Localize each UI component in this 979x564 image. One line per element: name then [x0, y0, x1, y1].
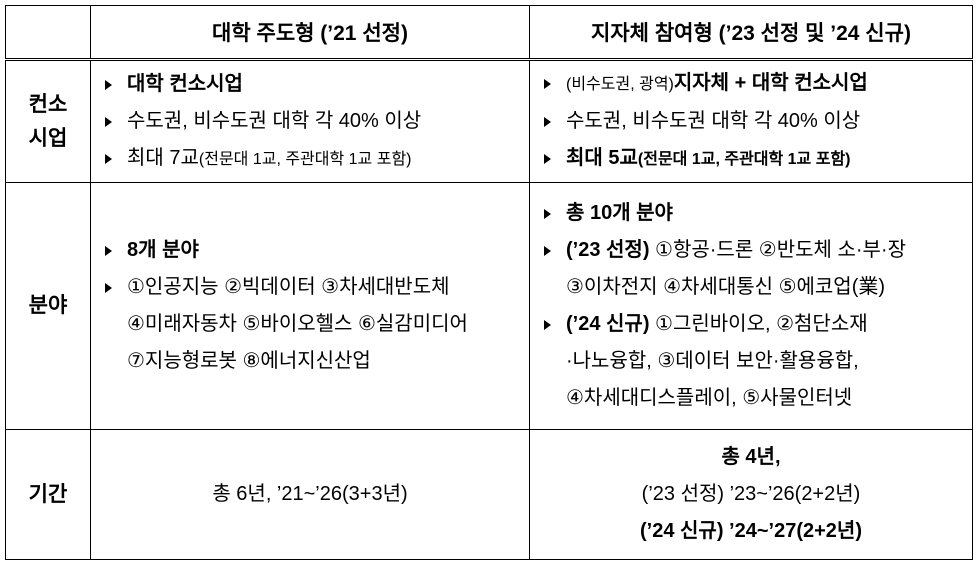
period-total: 총 4년, [721, 446, 781, 468]
row-label-period: 기간 [5, 429, 91, 560]
list-item: (’24 신규) ①그린바이오, ②첨단소재 ·나노융합, ③데이터 보안·활용… [542, 306, 962, 417]
item-line: ④차세대디스플레이, ⑤사물인터넷 [566, 387, 853, 409]
period-university-led: 총 6년, ’21~’26(3+3년) [90, 429, 530, 560]
list-item: 최대 5교(전문대 1교, 주관대학 1교 포함) [542, 140, 962, 178]
item-note: (전문대 1교, 주관대학 1교 포함) [198, 150, 412, 168]
list-item: (비수도권, 광역)지자체 + 대학 컨소시업 [542, 65, 962, 103]
item-text: 최대 7교 [127, 146, 199, 169]
header-local-gov-participation: 지자체 참여형 (’23 선정 및 ’24 신규) [529, 5, 973, 61]
list-item: (’23 선정) ①항공·드론 ②반도체 소·부·장 ③이차전지 ④차세대통신 … [542, 232, 962, 306]
row-period: 기간 총 6년, ’21~’26(3+3년) 총 4년, (’23 선정) ’2… [5, 429, 973, 560]
item-note: (전문대 1교, 주관대학 1교 포함) [637, 151, 851, 168]
comparison-table: 대학 주도형 (’21 선정) 지자체 참여형 (’23 선정 및 ’24 신규… [5, 5, 973, 560]
period-2024: (’24 신규) ’24~’27(2+2년) [640, 520, 862, 542]
list-item: 대학 컨소시업 [103, 66, 519, 103]
item-line: ①인공지능 ②빅데이터 ③차세대반도체 [127, 276, 450, 298]
list-item: ①인공지능 ②빅데이터 ③차세대반도체 ④미래자동차 ⑤바이오헬스 ⑥실감미디어… [103, 269, 519, 380]
item-line: ⑦지능형로봇 ⑧에너지신산업 [127, 350, 371, 372]
label-line: 시업 [28, 126, 68, 150]
list-item: 8개 분야 [103, 232, 519, 269]
item-tag: (’23 선정) [566, 239, 650, 261]
item-line: (’23 선정) ①항공·드론 ②반도체 소·부·장 [566, 232, 962, 269]
item-text: 지자체 + 대학 컨소시업 [673, 72, 868, 94]
list-item: 총 10개 분야 [542, 195, 962, 232]
label-line: 컨소 [28, 92, 68, 116]
row-fields: 분야 8개 분야 ①인공지능 ②빅데이터 ③차세대반도체 ④미래자동차 ⑤바이오… [5, 182, 973, 430]
list-item: 수도권, 비수도권 대학 각 40% 이상 [542, 103, 962, 140]
item-note: (비수도권, 광역) [566, 76, 674, 93]
item-text: ①그린바이오, ②첨단소재 [649, 313, 868, 335]
header-empty [5, 5, 91, 61]
header-row: 대학 주도형 (’21 선정) 지자체 참여형 (’23 선정 및 ’24 신규… [5, 5, 973, 61]
item-line: ④미래자동차 ⑤바이오헬스 ⑥실감미디어 [127, 313, 468, 335]
item-line: (’24 신규) ①그린바이오, ②첨단소재 [566, 306, 962, 343]
item-text: ①항공·드론 ②반도체 소·부·장 [649, 239, 906, 261]
header-university-led: 대학 주도형 (’21 선정) [90, 5, 530, 61]
list-item: 최대 7교(전문대 1교, 주관대학 1교 포함) [103, 140, 519, 178]
item-line: ·나노융합, ③데이터 보안·활용융합, [566, 350, 859, 372]
item-line: ③이차전지 ④차세대통신 ⑤에코업(業) [566, 276, 886, 298]
item-text: 최대 5교 [566, 147, 638, 169]
period-2023: (’23 선정) ’23~’26(2+2년) [641, 483, 861, 505]
item-tag: (’24 신규) [566, 313, 650, 335]
row-label-fields: 분야 [5, 182, 91, 430]
list-item: 수도권, 비수도권 대학 각 40% 이상 [103, 103, 519, 140]
